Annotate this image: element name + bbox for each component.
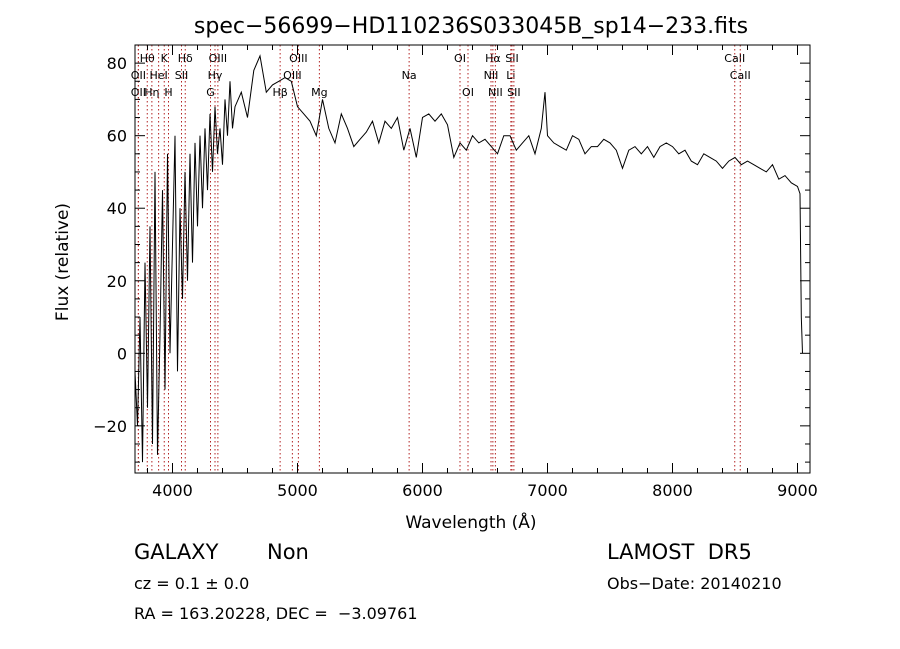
line-marker-label: Hδ	[178, 52, 193, 65]
y-tick-label: −20	[93, 417, 127, 436]
x-tick-label: 5000	[277, 481, 318, 500]
line-marker-label: HeI	[149, 69, 167, 82]
plot-frame	[134, 44, 811, 474]
line-marker-label: Hα	[485, 52, 501, 65]
line-marker-label: OI	[454, 52, 466, 65]
y-tick-label: 80	[107, 54, 127, 73]
object-subclass: Non	[267, 540, 309, 564]
line-marker-label: Hβ	[272, 86, 287, 99]
line-marker-label: Hη	[144, 86, 159, 99]
line-marker-label: Hγ	[208, 69, 223, 82]
line-marker-label: Na	[402, 69, 417, 82]
y-tick-label: 20	[107, 272, 127, 291]
line-marker-label: G	[206, 86, 215, 99]
y-axis: −20 0 20 40 60 80	[93, 44, 810, 463]
line-marker-label: OIII	[209, 52, 227, 65]
ra-dec: RA = 163.20228, DEC = −3.09761	[134, 604, 418, 623]
redshift-cz: cz = 0.1 ± 0.0	[134, 574, 250, 593]
x-tick-label: 6000	[402, 481, 443, 500]
x-axis-label: Wavelength (Å)	[405, 511, 536, 533]
line-marker-label: NII	[484, 69, 499, 82]
line-marker-label: OII	[131, 69, 146, 82]
survey-name: LAMOST DR5	[607, 540, 752, 564]
line-marker-label: SII	[505, 52, 518, 65]
y-tick-label: 0	[117, 344, 127, 363]
line-marker-label: CaII	[724, 52, 745, 65]
x-tick-label: 7000	[527, 481, 568, 500]
line-marker-label: Hθ	[140, 52, 155, 65]
object-class: GALAXY	[134, 540, 219, 564]
x-tick-label: 9000	[777, 481, 818, 500]
line-marker-label: Mg	[311, 86, 327, 99]
chart-title: spec−56699−HD110236S033045B_sp14−233.fit…	[194, 14, 748, 39]
observation-date: Obs−Date: 20140210	[607, 574, 782, 593]
line-marker-label: OIII	[283, 69, 301, 82]
y-tick-label: 40	[107, 199, 127, 218]
spectrum-line	[134, 54, 803, 463]
y-axis-label: Flux (relative)	[53, 203, 73, 321]
line-marker-label: OI	[462, 86, 474, 99]
x-axis: 4000 5000 6000 7000 8000 9000	[147, 45, 818, 500]
line-marker-label: H	[164, 86, 172, 99]
line-marker-label: SII	[507, 86, 520, 99]
x-tick-label: 8000	[652, 481, 693, 500]
line-marker-label: NII	[488, 86, 503, 99]
spectrum-series	[134, 54, 803, 463]
line-marker-label: Li	[506, 69, 515, 82]
line-marker-label: OIII	[289, 52, 307, 65]
x-tick-label: 4000	[152, 481, 193, 500]
line-marker-label: CaII	[730, 69, 751, 82]
line-marker-label: K	[161, 52, 169, 65]
line-marker-label: SII	[175, 69, 188, 82]
y-tick-label: 60	[107, 127, 127, 146]
